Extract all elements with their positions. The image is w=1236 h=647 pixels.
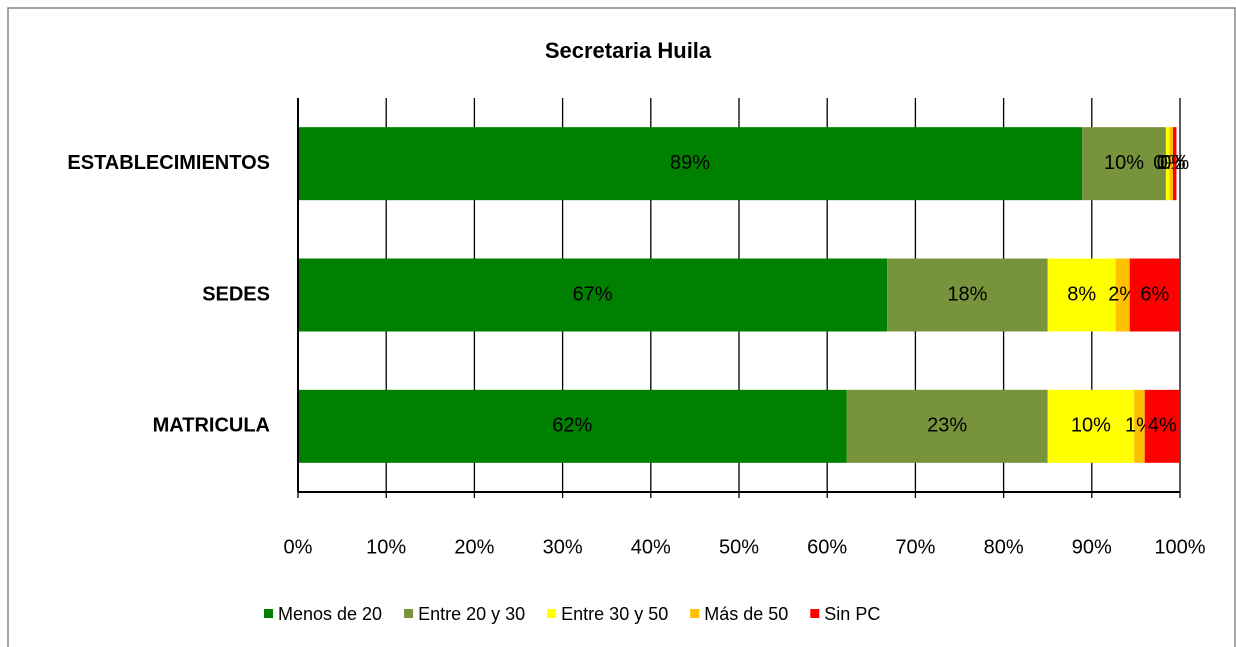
bar-segment: [1047, 389, 1135, 463]
bar-segment: [1134, 389, 1145, 463]
legend-label: Menos de 20: [278, 604, 382, 624]
data-label: 23%: [927, 415, 967, 437]
bar-segment: [1082, 127, 1166, 201]
data-label: 0%: [1160, 152, 1189, 174]
x-tick-label: 80%: [984, 536, 1024, 558]
x-tick-label: 0%: [284, 536, 313, 558]
bar-segment: [887, 258, 1048, 332]
bar-segment: [298, 389, 847, 463]
x-tick-label: 10%: [366, 536, 406, 558]
bar-segment: [1129, 258, 1180, 332]
y-tick-label: SEDES: [202, 283, 270, 305]
x-tick-label: 60%: [807, 536, 847, 558]
bar-segment: [298, 258, 888, 332]
x-tick-label: 90%: [1072, 536, 1112, 558]
data-label: 18%: [947, 283, 987, 305]
bar-segment: [1047, 258, 1116, 332]
x-tick-label: 50%: [719, 536, 759, 558]
x-tick-label: 70%: [895, 536, 935, 558]
data-label: 0%: [1157, 152, 1186, 174]
bar-segment: [1169, 127, 1173, 201]
legend-label: Más de 50: [704, 604, 788, 624]
bar-segment: [1144, 389, 1180, 463]
legend-label: Entre 20 y 30: [418, 604, 525, 624]
data-label: 62%: [552, 415, 592, 437]
bar-segment: [1165, 127, 1170, 201]
x-tick-label: 40%: [631, 536, 671, 558]
legend-swatch: [810, 609, 820, 618]
y-tick-label: ESTABLECIMIENTOS: [67, 152, 270, 174]
bar-segment: [298, 127, 1083, 201]
bar-segment: [1172, 127, 1177, 201]
legend-label: Entre 30 y 50: [561, 604, 668, 624]
x-tick-label: 30%: [543, 536, 583, 558]
legend-swatch: [404, 609, 414, 618]
data-label: 10%: [1071, 415, 1111, 437]
data-label: 8%: [1067, 283, 1096, 305]
chart-title: Secretaria Huila: [545, 38, 712, 63]
legend-swatch: [547, 609, 557, 618]
x-tick-label: 20%: [454, 536, 494, 558]
bar-segment: [1115, 258, 1130, 332]
legend-swatch: [264, 609, 273, 618]
data-label: 6%: [1140, 283, 1169, 305]
bar-segment: [846, 389, 1048, 463]
data-label: 4%: [1148, 415, 1177, 437]
legend-swatch: [690, 609, 700, 618]
data-label: 67%: [573, 283, 613, 305]
legend-label: Sin PC: [824, 604, 880, 624]
data-label: 89%: [670, 152, 710, 174]
x-tick-label: 100%: [1154, 536, 1205, 558]
data-label: 10%: [1104, 152, 1144, 174]
y-tick-label: MATRICULA: [153, 415, 270, 437]
